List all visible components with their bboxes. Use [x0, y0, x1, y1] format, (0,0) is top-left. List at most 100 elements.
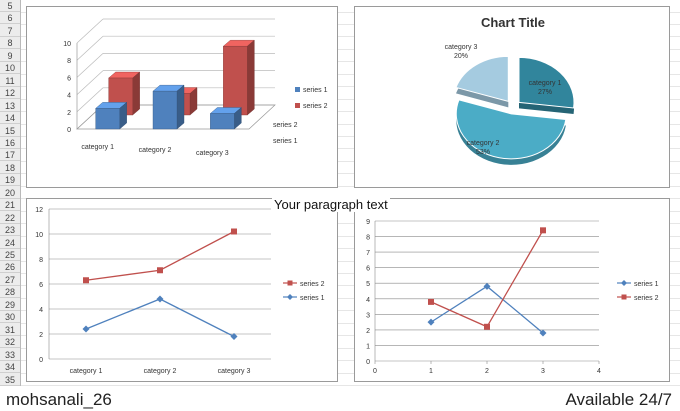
- cell-gridline: [21, 48, 680, 50]
- paragraph-text[interactable]: Your paragraph text: [272, 197, 390, 212]
- bar-series-2: [223, 46, 248, 116]
- cell-gridline: [21, 148, 680, 150]
- row-number[interactable]: 10: [0, 62, 20, 75]
- side-gridline: [76, 87, 104, 113]
- point-series-2: [231, 228, 237, 235]
- pie-slice: [518, 56, 575, 109]
- side-gridline: [76, 35, 104, 61]
- row-number[interactable]: 24: [0, 237, 20, 249]
- legend-marker: [621, 280, 627, 286]
- row-number[interactable]: 25: [0, 249, 20, 261]
- y-tick-label: 0: [39, 357, 43, 364]
- floor: [76, 104, 276, 130]
- row-number[interactable]: 17: [0, 149, 20, 162]
- chart-line-svg: 0 2 4 6 8 10 12 category 1 category 2 category 3 s…: [35, 207, 325, 375]
- row-number[interactable]: 26: [0, 261, 20, 274]
- row-number[interactable]: 12: [0, 87, 20, 100]
- cell-gridline: [21, 98, 680, 100]
- y-tick-label: 4: [366, 297, 370, 304]
- cell-gridline: [21, 285, 680, 287]
- bar-series-1: [95, 108, 120, 130]
- y-tick-label: 7: [366, 250, 370, 257]
- x-category-label: category 1: [70, 368, 103, 375]
- x-tick-label: 3: [541, 368, 545, 375]
- point-series-1: [156, 295, 164, 303]
- x-tick-label: 1: [429, 368, 433, 375]
- point-series-2: [83, 277, 89, 284]
- x-category-label: category 2: [144, 368, 177, 375]
- row-number[interactable]: 14: [0, 112, 20, 125]
- row-number[interactable]: 20: [0, 187, 20, 199]
- pie-title: Chart Title: [481, 15, 545, 30]
- row-number[interactable]: 6: [0, 12, 20, 25]
- row-number[interactable]: 19: [0, 174, 20, 187]
- point-series-1: [82, 325, 90, 333]
- row-number[interactable]: 15: [0, 125, 20, 137]
- cell-gridline: [21, 248, 680, 250]
- chart-pie-svg: Chart Title category 1 27% category 2 53% cat…: [445, 15, 575, 165]
- row-number[interactable]: 31: [0, 324, 20, 336]
- row-number[interactable]: 8: [0, 37, 20, 50]
- y-tick-label: 4: [39, 307, 43, 314]
- cell-gridline: [21, 111, 680, 113]
- row-number[interactable]: 27: [0, 274, 20, 286]
- y-tick-label: 0: [366, 359, 370, 366]
- cell-gridline: [21, 11, 680, 13]
- point-series-1: [539, 329, 547, 337]
- bar-series-2-side: [132, 71, 140, 116]
- cell-gridline: [21, 385, 680, 386]
- depth-axis-label: series 1: [273, 138, 298, 145]
- y-tick-label: 2: [67, 110, 71, 117]
- row-number[interactable]: 9: [0, 50, 20, 62]
- row-number[interactable]: 13: [0, 100, 20, 112]
- cell-gridline: [21, 235, 680, 237]
- scatter-line-series-2: [430, 230, 544, 328]
- row-number[interactable]: 28: [0, 286, 20, 299]
- pie-slice-label: category 3: [445, 44, 478, 51]
- chart-3d-column[interactable]: 0 2 4 6 8 10 category 1 category 2 category 3 ser…: [26, 6, 338, 188]
- row-number[interactable]: 23: [0, 224, 20, 237]
- x-category-label: category 3: [218, 368, 251, 375]
- cell-gridline: [21, 223, 680, 225]
- cell-gridline: [21, 173, 680, 175]
- pie-slice-pct: 27%: [538, 89, 552, 96]
- chart-line[interactable]: 0 2 4 6 8 10 12 category 1 category 2 category 3 s…: [26, 198, 338, 382]
- pie-slice: [455, 55, 509, 102]
- row-number[interactable]: 33: [0, 349, 20, 361]
- cell-gridline: [21, 260, 680, 262]
- cell-gridline: [21, 347, 680, 349]
- row-number[interactable]: 16: [0, 137, 20, 149]
- row-number[interactable]: 7: [0, 25, 20, 37]
- row-number[interactable]: 5: [0, 0, 20, 12]
- x-tick-label: 2: [485, 368, 489, 375]
- y-tick-label: 6: [39, 282, 43, 289]
- pie-slice: [455, 99, 567, 160]
- y-tick-label: 1: [366, 343, 370, 350]
- cell-gridline: [21, 61, 680, 63]
- y-tick-label: 2: [39, 332, 43, 339]
- cell-gridline: [21, 73, 680, 75]
- point-series-1: [427, 318, 435, 326]
- legend-label: series 1: [303, 87, 328, 94]
- bar-series-1-side: [176, 84, 185, 130]
- pie-slice-label: category 2: [467, 140, 500, 147]
- row-number[interactable]: 11: [0, 75, 20, 87]
- row-number[interactable]: 18: [0, 162, 20, 174]
- row-number[interactable]: 32: [0, 336, 20, 349]
- row-number[interactable]: 21: [0, 199, 20, 212]
- row-number[interactable]: 22: [0, 212, 20, 224]
- cell-gridline: [21, 160, 680, 162]
- cell-gridline: [21, 372, 680, 374]
- y-tick-label: 5: [366, 281, 370, 288]
- legend-marker: [621, 294, 627, 300]
- y-tick-label: 9: [366, 219, 370, 226]
- row-number[interactable]: 35: [0, 374, 20, 386]
- legend-label: series 2: [300, 281, 325, 288]
- row-number[interactable]: 30: [0, 311, 20, 324]
- cell-gridline: [21, 23, 680, 25]
- row-number[interactable]: 34: [0, 361, 20, 374]
- y-tick-label: 12: [35, 207, 43, 214]
- row-number[interactable]: 29: [0, 299, 20, 311]
- chart-scatter[interactable]: 0 1 2 3 4 5 6 7 8 9 0 1 2 3 4 series 1 series 2: [354, 198, 670, 382]
- chart-pie[interactable]: Chart Title category 1 27% category 2 53% cat…: [354, 6, 670, 188]
